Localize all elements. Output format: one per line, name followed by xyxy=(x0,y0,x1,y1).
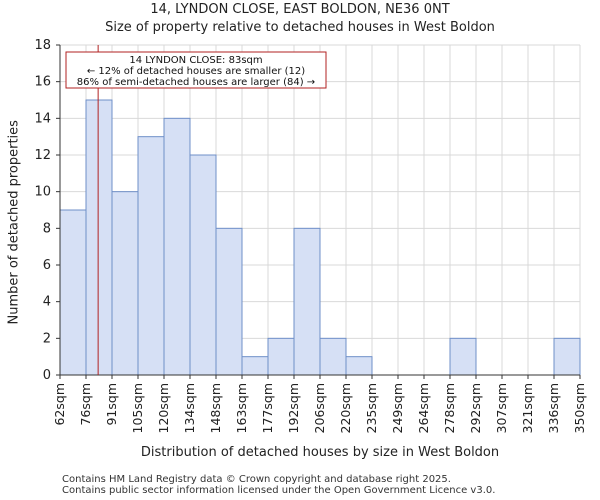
x-tick-label: 163sqm xyxy=(234,383,249,433)
x-tick-label: 148sqm xyxy=(208,383,223,433)
bar xyxy=(267,337,295,376)
bar xyxy=(215,227,243,376)
bar xyxy=(111,191,139,376)
x-tick-label: 91sqm xyxy=(104,383,119,426)
x-tick-label: 62sqm xyxy=(52,383,67,426)
x-axis-label: Distribution of detached houses by size … xyxy=(140,445,500,460)
annotation-line: 86% of semi-detached houses are larger (… xyxy=(77,77,315,88)
x-tick-label: 350sqm xyxy=(572,383,587,433)
y-tick-label: 14 xyxy=(34,111,51,126)
bar xyxy=(345,356,373,376)
bar xyxy=(241,356,269,376)
x-tick-label: 235sqm xyxy=(364,383,379,433)
x-tick-label: 134sqm xyxy=(182,383,197,433)
y-tick-label: 0 xyxy=(43,368,51,383)
bar xyxy=(319,337,347,376)
y-tick-label: 6 xyxy=(43,258,51,273)
x-tick-label: 249sqm xyxy=(390,383,405,433)
x-tick-label: 264sqm xyxy=(416,383,431,433)
y-tick-label: 8 xyxy=(43,221,51,236)
x-tick-label: 206sqm xyxy=(312,383,327,433)
y-tick-label: 18 xyxy=(34,38,51,53)
bar xyxy=(449,337,477,376)
y-tick-label: 16 xyxy=(34,75,51,90)
x-tick-label: 307sqm xyxy=(494,383,509,433)
chart-title: 14, LYNDON CLOSE, EAST BOLDON, NE36 0NT xyxy=(150,2,450,17)
annotation-box xyxy=(65,51,327,89)
footer-line-1: Contains HM Land Registry data © Crown c… xyxy=(62,474,451,485)
x-tick-label: 278sqm xyxy=(442,383,457,433)
x-tick-label: 105sqm xyxy=(130,383,145,433)
y-tick-label: 12 xyxy=(34,148,51,163)
y-tick-label: 4 xyxy=(43,295,51,310)
x-tick-label: 120sqm xyxy=(156,383,171,433)
bar xyxy=(553,337,581,376)
bar xyxy=(137,136,165,376)
y-tick-label: 10 xyxy=(34,185,51,200)
y-tick-label: 2 xyxy=(43,331,51,346)
x-tick-label: 220sqm xyxy=(338,383,353,433)
x-tick-label: 321sqm xyxy=(520,383,535,433)
x-tick-label: 336sqm xyxy=(546,383,561,433)
bar xyxy=(59,209,87,376)
x-tick-label: 292sqm xyxy=(468,383,483,433)
x-tick-label: 192sqm xyxy=(286,383,301,433)
bar xyxy=(163,117,191,376)
x-tick-label: 76sqm xyxy=(78,383,93,426)
annotation-line: ← 12% of detached houses are smaller (12… xyxy=(87,66,305,77)
bar xyxy=(85,99,113,376)
annotation-line: 14 LYNDON CLOSE: 83sqm xyxy=(129,55,262,66)
bar xyxy=(293,227,321,376)
footer-line-2: Contains public sector information licen… xyxy=(62,485,496,496)
chart-subtitle: Size of property relative to detached ho… xyxy=(105,20,495,35)
x-tick-label: 177sqm xyxy=(260,383,275,433)
bar xyxy=(189,154,217,376)
